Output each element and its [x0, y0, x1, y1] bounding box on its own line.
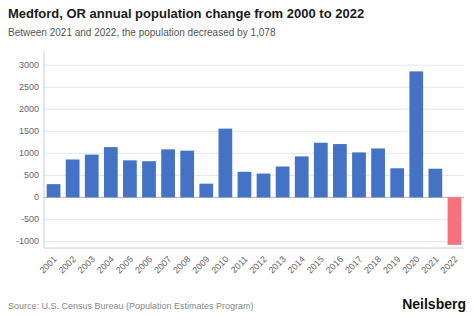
bar	[295, 156, 309, 197]
x-tick-label: 2018	[362, 254, 383, 275]
x-tick-label: 2012	[248, 254, 269, 275]
subtitle: Between 2021 and 2022, the population de…	[8, 27, 276, 38]
x-tick-label: 2004	[95, 254, 116, 275]
x-tick-label: 2006	[133, 254, 154, 275]
grid-line	[44, 219, 464, 220]
x-tick-label: 2007	[152, 254, 173, 275]
bar	[238, 172, 252, 198]
bar	[448, 197, 462, 244]
bar	[180, 151, 194, 198]
x-tick-label: 2017	[343, 254, 364, 275]
bar	[218, 129, 232, 198]
bar	[123, 160, 137, 197]
x-tick-label: 2011	[229, 254, 250, 275]
bars	[47, 71, 462, 244]
bar	[276, 167, 290, 198]
x-tick-label: 2005	[114, 254, 135, 275]
x-tick-label: 2010	[209, 254, 230, 275]
x-tick-label: 2022	[438, 254, 459, 275]
bar	[371, 148, 385, 197]
x-tick-label: 2020	[400, 254, 421, 275]
y-tick-label: 2500	[19, 82, 39, 92]
grid-line	[44, 87, 464, 88]
bar	[199, 184, 213, 198]
x-tick-label: 2009	[190, 254, 211, 275]
source-note: Source: U.S. Census Bureau (Population E…	[8, 301, 254, 311]
x-tick-label: 2021	[419, 254, 440, 275]
grid-line	[44, 241, 464, 242]
bar	[47, 184, 61, 197]
bar	[104, 147, 118, 197]
watermark: Neilsberg	[402, 296, 466, 312]
bar	[257, 174, 271, 198]
x-axis-line	[44, 248, 464, 249]
x-tick-label: 2008	[171, 254, 192, 275]
x-tick-label: 2001	[38, 254, 59, 275]
grid	[44, 65, 464, 241]
background	[0, 0, 474, 316]
bar	[428, 169, 442, 198]
x-tick-label: 2016	[324, 254, 345, 275]
y-tick-label: 500	[24, 170, 39, 180]
x-tick-label: 2003	[76, 254, 97, 275]
x-tick-label: 2014	[286, 254, 307, 275]
grid-line	[44, 109, 464, 110]
title: Medford, OR annual population change fro…	[8, 6, 364, 21]
y-tick-label: 0	[34, 192, 39, 202]
x-tick-label: 2019	[381, 254, 402, 275]
y-tick-label: 3000	[19, 60, 39, 70]
bar	[352, 152, 366, 197]
grid-line	[44, 65, 464, 66]
grid-line	[44, 131, 464, 132]
y-axis-line	[44, 52, 45, 248]
y-tick-label: -500	[21, 214, 39, 224]
bar	[409, 71, 423, 197]
y-tick-label: 2000	[19, 104, 39, 114]
chart: Medford, OR annual population change fro…	[0, 0, 474, 316]
y-tick-label: 1500	[19, 126, 39, 136]
bar	[333, 144, 347, 197]
bar	[142, 161, 156, 197]
x-tick-label: 2002	[57, 254, 78, 275]
bar	[66, 159, 80, 197]
bar	[390, 168, 404, 197]
bar	[161, 149, 175, 197]
x-tick-label: 2013	[267, 254, 288, 275]
bar	[314, 143, 328, 198]
bar	[85, 155, 99, 198]
y-tick-label: -1000	[16, 236, 39, 246]
x-tick-label: 2015	[305, 254, 326, 275]
y-tick-label: 1000	[19, 148, 39, 158]
